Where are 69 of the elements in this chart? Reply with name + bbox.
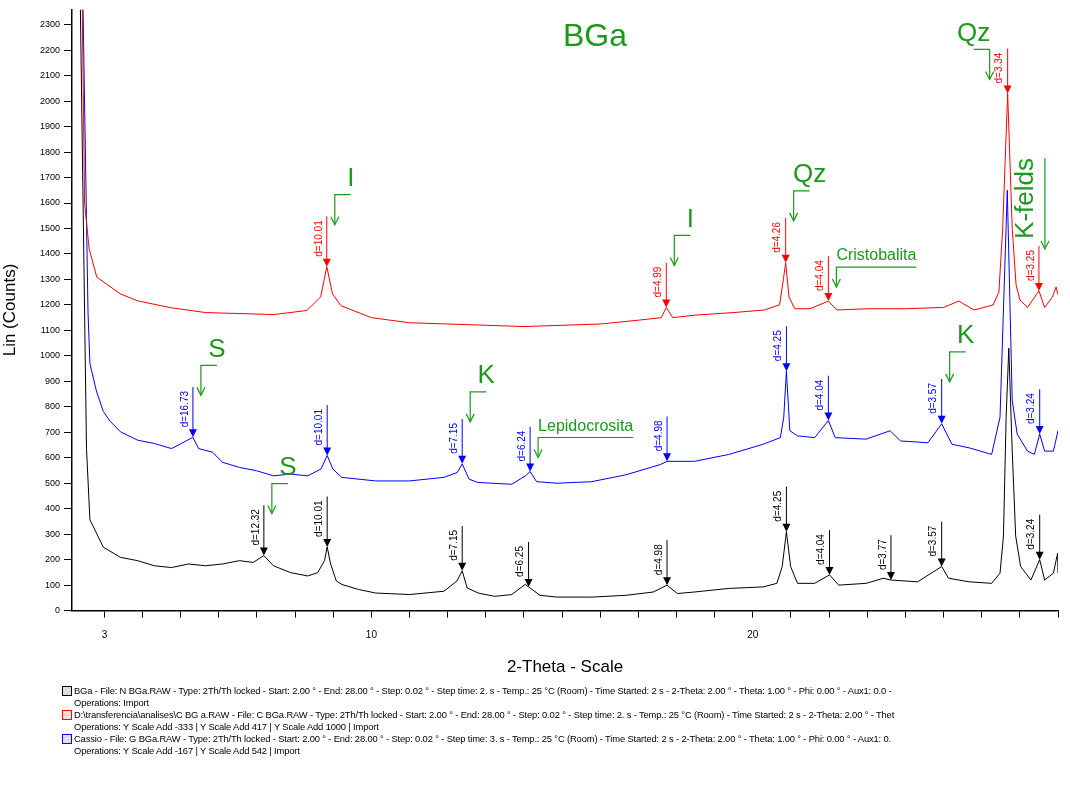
annotation: d=10.01	[312, 500, 324, 537]
annotation: d=4.98	[652, 543, 664, 576]
annotation: d=10.01	[312, 219, 324, 257]
annotation: S	[279, 450, 297, 481]
y-tick-label: 500	[44, 477, 60, 488]
legend-label: Cassio - File: G BGa.RAW - Type: 2Th/Th locked - Start: 2.00 ° - End: 28.00 ° - Step: 0.02 ° - Step time: 3. s - Temp.: 25 °C (Room) - Time Started: 2 s - 2-Theta: 2.00 ° - Theta: 1.00 ° - Phi: 0.00 ° - Aux1: 0. Operations: Y Scale Add -167 | Y Scale Add 542 | Import	[74, 733, 891, 757]
x-tick-label: 20	[747, 629, 759, 641]
annotation: S	[208, 332, 226, 363]
y-tick-label: 2200	[39, 44, 60, 55]
annotation: d=6.24	[515, 430, 527, 462]
y-tick-label: 1600	[39, 197, 60, 208]
chart-title: BGa	[562, 17, 628, 54]
y-tick-label: 800	[44, 401, 60, 412]
y-tick-label: 1200	[39, 299, 60, 310]
y-tick-label: 1900	[39, 121, 60, 132]
y-tick-label: 400	[44, 503, 60, 514]
annotation: Qz	[957, 16, 991, 47]
annotation: I	[686, 202, 694, 233]
y-tick-label: 300	[44, 528, 60, 539]
annotation: K	[477, 359, 496, 390]
y-tick-label: 1000	[39, 350, 60, 361]
annotation: d=4.25	[772, 490, 784, 522]
annotation: d=3.57	[927, 525, 939, 557]
annotation: K	[956, 319, 975, 350]
annotation: d=4.26	[771, 221, 783, 253]
annotation: d=3.77	[876, 538, 888, 571]
annotation: d=3.25	[1024, 249, 1036, 281]
y-tick-label: 1400	[39, 248, 60, 259]
legend-label: D:\transferencia\analises\C BG a.RAW - File: C BGa.RAW - Type: 2Th/Th locked - Start: 2.00 ° - End: 28.00 ° - Step: 0.02 ° - Step time: 2. s - Temp.: 25 °C (Room) - Time Started: 2 s - 2-Theta: 2.00 ° - Thet Operations: Y Scale Add -333 | Y Scale Add 417 | Y Scale Add 1000 | Import	[74, 709, 895, 733]
annotation: d=16.73	[178, 390, 190, 428]
annotation: Cristobalita	[836, 246, 917, 264]
annotation: d=3.24	[1025, 518, 1037, 550]
annotation: Qz	[793, 158, 827, 189]
annotation: d=4.04	[814, 259, 826, 292]
annotation: d=6.25	[514, 545, 526, 577]
y-tick-label: 1500	[39, 222, 60, 233]
annotation: I	[347, 161, 355, 192]
y-tick-label: 0	[54, 605, 60, 616]
y-tick-label: 2100	[39, 70, 60, 81]
y-tick-label: 200	[44, 554, 60, 565]
y-tick-label: 1300	[39, 273, 60, 284]
x-tick-label: 3	[101, 629, 108, 641]
y-tick-label: 900	[44, 375, 60, 386]
y-tick-label: 100	[44, 579, 60, 590]
y-tick-label: 1700	[39, 172, 60, 183]
y-tick-label: 1100	[40, 324, 60, 335]
x-axis-title: 2-Theta - Scale	[506, 657, 624, 677]
annotation: d=4.99	[652, 266, 664, 298]
annotation: d=3.24	[1025, 392, 1037, 425]
y-tick-label: 600	[44, 452, 60, 463]
annotation: d=3.34	[993, 52, 1005, 84]
x-tick-label: 10	[365, 629, 378, 641]
y-axis-title: Lin (Counts)	[0, 263, 19, 357]
annotation: d=7.15	[447, 422, 459, 454]
annotation: d=4.04	[814, 379, 826, 411]
annotation: d=4.98	[652, 420, 664, 452]
annotation: d=4.25	[772, 329, 784, 362]
annotation: d=3.57	[927, 382, 939, 414]
annotation: d=12.32	[249, 508, 261, 546]
annotation: d=7.15	[447, 529, 459, 561]
y-tick-label: 1800	[39, 146, 60, 157]
annotation: d=4.04	[815, 533, 827, 565]
y-tick-label: 700	[44, 426, 60, 437]
annotation: K-felds	[1009, 157, 1040, 239]
y-tick-label: 2000	[39, 95, 60, 106]
annotation: d=10.01	[312, 408, 324, 446]
annotation: Lepidocrosita	[538, 416, 634, 434]
y-tick-label: 2300	[39, 19, 60, 30]
legend-label: BGa - File: N BGa.RAW - Type: 2Th/Th locked - Start: 2.00 ° - End: 28.00 ° - Step: 0.02 ° - Step time: 2. s - Temp.: 25 °C (Room) - Time Started: 2 s - 2-Theta: 2.00 ° - Theta: 1.00 ° - Phi: 0.00 ° - Aux1: 0.0 - Operations: Import	[74, 685, 892, 709]
